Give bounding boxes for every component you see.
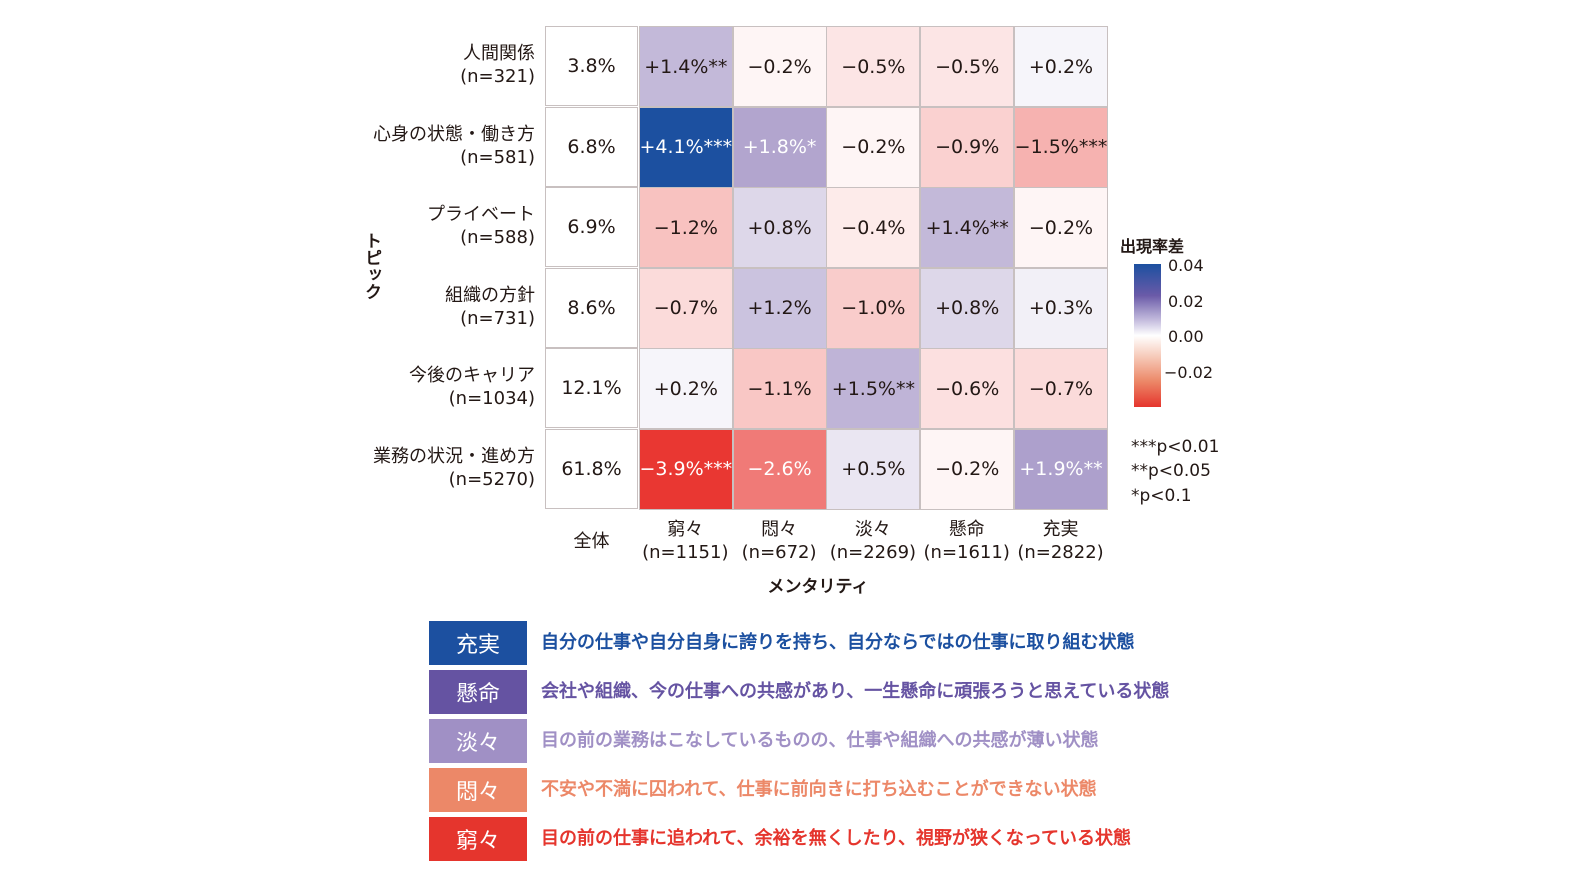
significance-note: **p<0.05 xyxy=(1131,461,1211,481)
overall-cell: 6.9% xyxy=(545,187,638,267)
heatmap-cell: −3.9%*** xyxy=(638,428,733,510)
column-label: 悶々 xyxy=(761,519,798,540)
heatmap-cell: +1.4%** xyxy=(638,26,733,107)
column-label: 懸命 xyxy=(948,519,985,540)
heatmap-cell: +1.5%** xyxy=(826,348,921,429)
heatmap-cell: +0.2% xyxy=(638,348,733,429)
overall-cell: 3.8% xyxy=(545,26,638,106)
column-n-label: (n=672) xyxy=(741,542,817,563)
column-n-label: (n=2269) xyxy=(829,542,917,563)
significance-note: ***p<0.01 xyxy=(1131,437,1220,457)
heatmap-cell: −1.0% xyxy=(826,267,921,349)
column-label: 充実 xyxy=(1042,519,1079,540)
column-label: 窮々 xyxy=(667,519,704,540)
heatmap-cell: −1.1% xyxy=(732,348,827,429)
column-label: 淡々 xyxy=(854,519,891,540)
significance-note: *p<0.1 xyxy=(1131,486,1192,506)
heatmap-cell: −1.2% xyxy=(638,187,733,268)
row-n-label: (n=731) xyxy=(460,307,535,329)
legend-description: 目の前の業務はこなしているものの、仕事や組織への共感が薄い状態 xyxy=(541,730,1099,751)
row-label: 心身の状態・働き方 xyxy=(373,123,535,145)
heatmap-cell: +0.8% xyxy=(920,267,1015,349)
heatmap-cell: −0.5% xyxy=(826,26,921,107)
column-n-label: (n=2822) xyxy=(1017,542,1104,563)
heatmap-cell: +1.4%** xyxy=(920,187,1015,268)
heatmap-cell: −0.6% xyxy=(920,348,1015,429)
column-n-label: (n=1151) xyxy=(642,542,729,563)
heatmap-cell: −0.7% xyxy=(1014,348,1108,429)
row-label: 人間関係 xyxy=(463,43,535,64)
heatmap-cell: +4.1%*** xyxy=(638,106,733,188)
row-label: 組織の方針 xyxy=(445,284,535,306)
row-label: プライベート xyxy=(427,204,535,225)
legend-swatch: 淡々 xyxy=(429,719,527,763)
legend-description: 会社や組織、今の仕事への共感があり、一生懸命に頑張ろうと思えている状態 xyxy=(541,681,1170,702)
legend-swatch: 充実 xyxy=(429,621,527,665)
colorbar-title: 出現率差 xyxy=(1120,237,1185,256)
row-label: 今後のキャリア xyxy=(409,365,535,386)
heatmap-cell: −0.2% xyxy=(1014,187,1108,268)
heatmap-cell: −0.4% xyxy=(826,187,921,268)
heatmap-cell: −0.2% xyxy=(732,26,827,107)
row-n-label: (n=321) xyxy=(460,66,535,87)
overall-cell: 6.8% xyxy=(545,106,638,187)
legend-swatch: 窮々 xyxy=(429,817,527,861)
row-n-label: (n=588) xyxy=(460,227,535,248)
overall-cell: 8.6% xyxy=(545,267,638,348)
heatmap-cell: −0.9% xyxy=(920,106,1015,188)
overall-cell: 12.1% xyxy=(545,348,638,428)
row-label: 業務の状況・進め方 xyxy=(373,445,535,467)
heatmap-cell: −1.5%*** xyxy=(1014,106,1108,188)
colorbar xyxy=(1134,264,1161,407)
y-axis-title: トピック xyxy=(361,232,381,300)
heatmap-cell: −0.2% xyxy=(826,106,921,188)
heatmap-cell: +1.8%* xyxy=(732,106,827,188)
legend-description: 自分の仕事や自分自身に誇りを持ち、自分ならではの仕事に取り組む状態 xyxy=(541,632,1135,653)
heatmap-cell: +1.9%** xyxy=(1014,428,1108,510)
heatmap-cell: +0.2% xyxy=(1014,26,1108,107)
heatmap-cell: −0.2% xyxy=(920,428,1015,510)
overall-cell: 61.8% xyxy=(545,428,638,509)
heatmap-cell: −0.7% xyxy=(638,267,733,349)
heatmap-cell: +0.5% xyxy=(826,428,921,510)
heatmap-cell: +0.3% xyxy=(1014,267,1108,349)
column-label: 全体 xyxy=(573,531,610,552)
legend-description: 目の前の仕事に追われて、余裕を無くしたり、視野が狭くなっている状態 xyxy=(541,828,1132,849)
heatmap-cell: +0.8% xyxy=(732,187,827,268)
legend-swatch: 悶々 xyxy=(429,768,527,812)
colorbar-tick-label: 0.02 xyxy=(1168,292,1204,311)
heatmap-cell: −2.6% xyxy=(732,428,827,510)
heatmap-cell: −0.5% xyxy=(920,26,1015,107)
row-n-label: (n=5270) xyxy=(448,468,535,490)
legend-swatch: 懸命 xyxy=(429,670,527,714)
row-n-label: (n=1034) xyxy=(448,388,535,409)
colorbar-tick-label: 0.00 xyxy=(1168,327,1204,346)
colorbar-tick-label: 0.04 xyxy=(1168,256,1204,275)
legend-description: 不安や不満に囚われて、仕事に前向きに打ち込むことができない状態 xyxy=(541,779,1097,800)
row-n-label: (n=581) xyxy=(460,146,535,168)
x-axis-title: メンタリティ xyxy=(767,577,869,597)
heatmap-cell: +1.2% xyxy=(732,267,827,349)
column-n-label: (n=1611) xyxy=(923,542,1010,563)
colorbar-tick-label: −0.02 xyxy=(1164,363,1214,382)
